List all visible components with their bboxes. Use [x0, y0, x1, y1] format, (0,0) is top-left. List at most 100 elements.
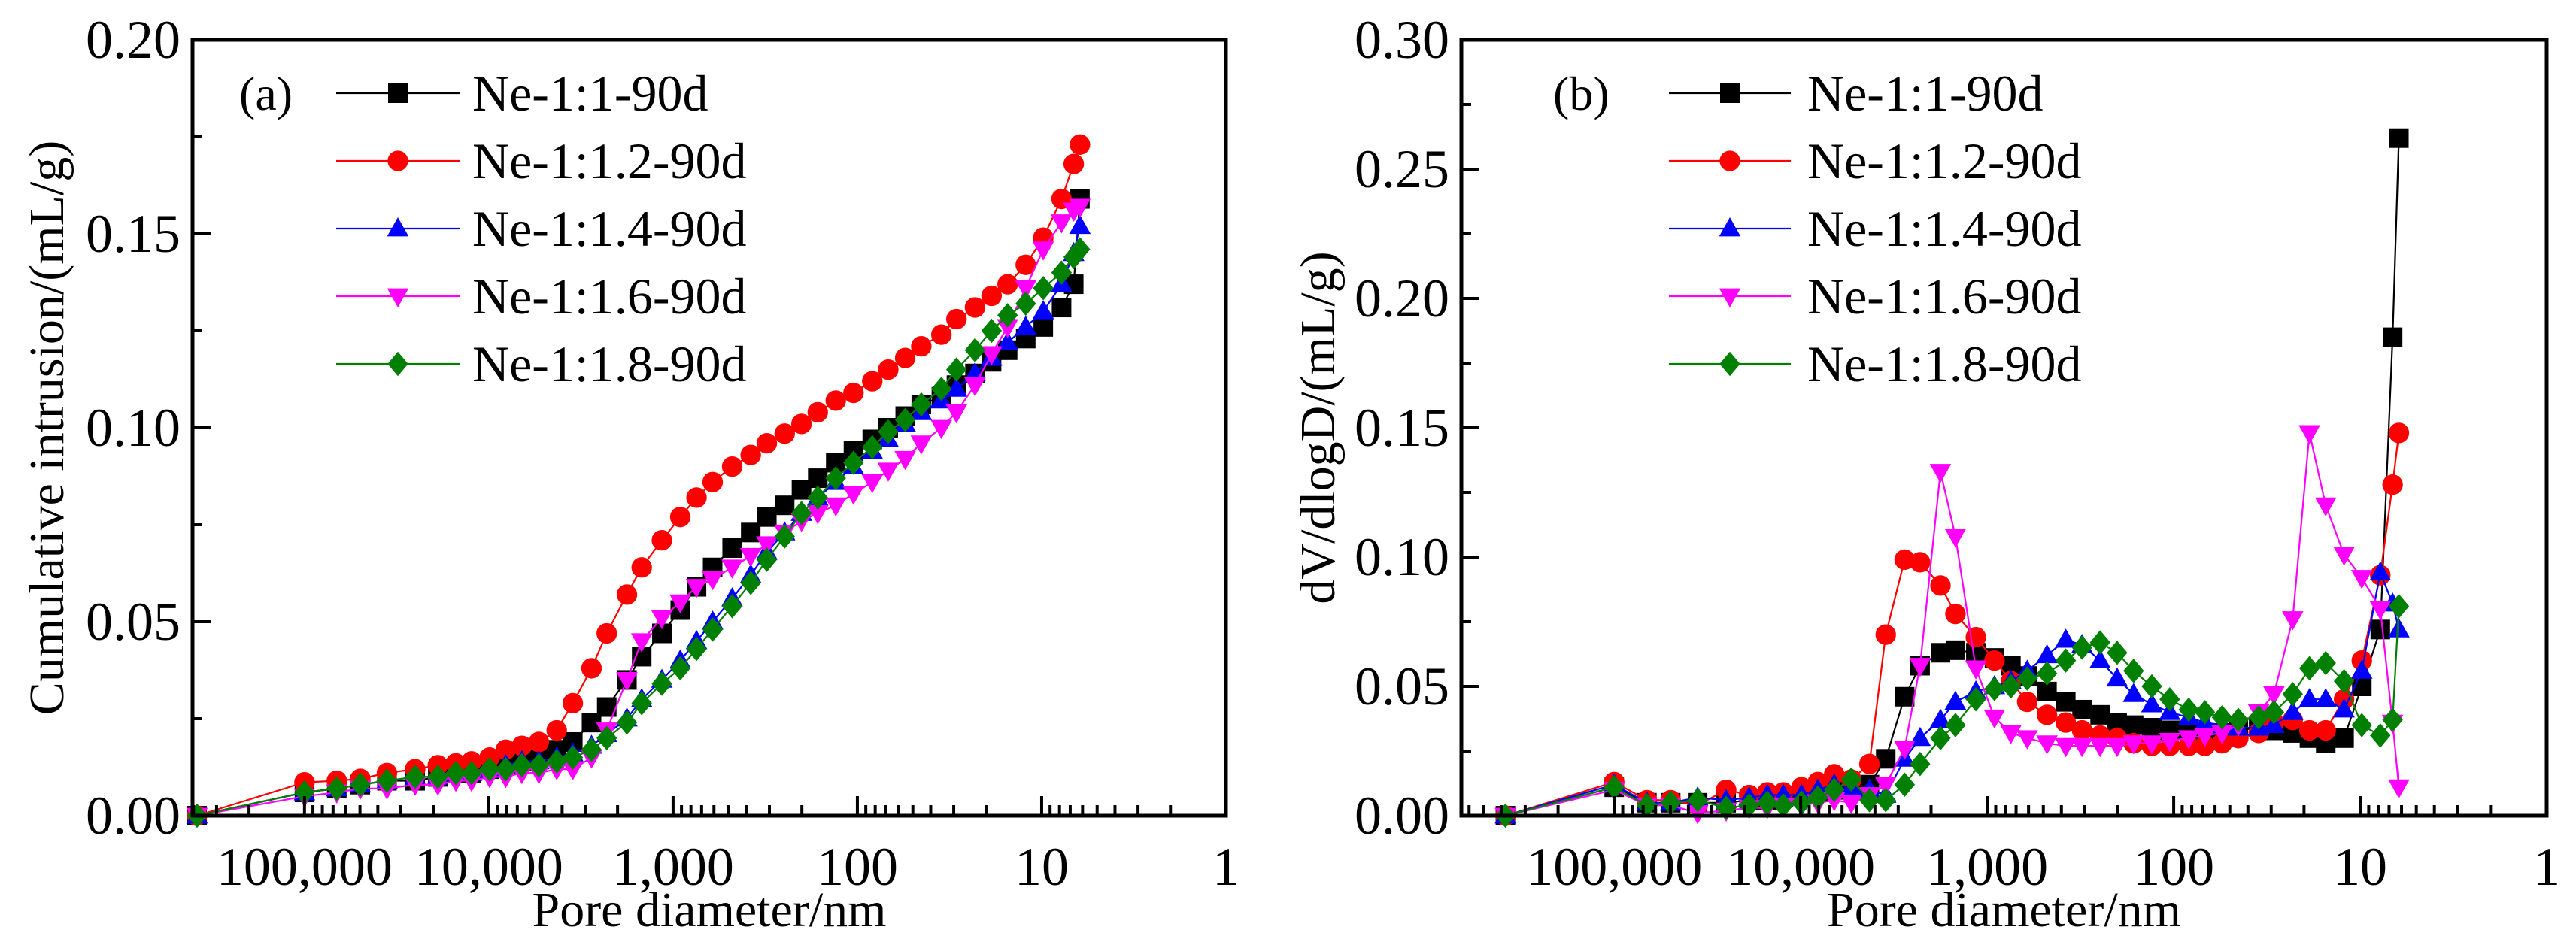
data-point — [1930, 575, 1951, 596]
data-point — [631, 691, 652, 716]
data-point — [2142, 718, 2162, 738]
data-point — [2314, 688, 2337, 707]
data-point — [1051, 214, 1073, 234]
data-point — [2388, 594, 2410, 619]
data-point — [562, 761, 584, 781]
data-point — [807, 485, 828, 510]
data-point — [930, 419, 952, 439]
legend-marker — [387, 351, 408, 377]
data-point — [2122, 683, 2145, 702]
y-tick-label: 0.10 — [86, 398, 181, 458]
data-point — [997, 319, 1019, 338]
y-axis-title: Cumulative intrusion/(mL/g) — [20, 141, 74, 715]
data-point — [495, 739, 517, 760]
data-point — [1757, 790, 1778, 816]
legend-label: Ne-1:1.4-90d — [472, 200, 746, 257]
data-point — [2141, 693, 2163, 713]
legend-label: Ne-1:1.2-90d — [472, 132, 746, 189]
data-point — [2089, 649, 2111, 668]
data-point — [911, 392, 932, 417]
data-point — [1929, 708, 1952, 728]
legend-item: Ne-1:1-90d — [336, 65, 708, 122]
data-point — [2282, 701, 2304, 720]
data-point — [2370, 619, 2390, 640]
data-point — [931, 324, 952, 345]
y-tick-label: 0.20 — [86, 10, 181, 70]
data-point — [878, 359, 899, 380]
data-point — [546, 719, 567, 741]
data-point — [2001, 674, 2022, 699]
y-tick-label: 0.25 — [1355, 139, 1449, 199]
data-point — [1687, 788, 1708, 813]
data-point — [1874, 777, 1897, 796]
data-point — [756, 432, 778, 454]
data-point — [756, 547, 778, 572]
data-point — [669, 656, 691, 681]
data-point — [1070, 134, 1091, 155]
legend-marker — [388, 83, 408, 103]
data-point — [1637, 792, 1658, 818]
data-point — [1965, 660, 1987, 680]
data-point — [981, 285, 1003, 307]
data-point — [1894, 741, 1916, 760]
legend-label: Ne-1:1-90d — [1807, 65, 2043, 122]
data-point — [964, 297, 985, 318]
data-point — [1945, 640, 1965, 660]
x-tick-label: 10,000 — [1726, 837, 1875, 897]
data-point — [862, 371, 883, 392]
x-tick-label: 1 — [1212, 837, 1239, 897]
data-point — [1909, 658, 1931, 677]
data-point — [2282, 611, 2304, 631]
y-tick-label: 0.20 — [1355, 268, 1449, 329]
data-point — [2194, 727, 2216, 747]
legend-item: Ne-1:1.2-90d — [1669, 132, 2081, 189]
data-point — [945, 404, 967, 424]
data-point — [461, 760, 482, 786]
data-point — [1840, 767, 1862, 792]
data-point — [981, 346, 1003, 365]
x-tick-label: 1,000 — [1926, 837, 2048, 897]
data-point — [1604, 774, 1625, 800]
data-point — [2369, 561, 2392, 581]
legend-marker — [1719, 288, 1741, 307]
data-point — [1660, 790, 1681, 816]
legend-item: Ne-1:1.6-90d — [336, 268, 746, 325]
x-tick-label: 100,000 — [1526, 837, 1702, 897]
data-point — [2350, 570, 2373, 589]
data-point — [445, 760, 466, 786]
data-point — [2107, 641, 2128, 665]
data-point — [2055, 648, 2077, 673]
legend-marker — [1719, 150, 1740, 171]
legend: Ne-1:1-90d Ne-1:1.2-90d Ne-1:1.4-90d Ne-1:1… — [1669, 65, 2081, 392]
legend-marker — [1719, 351, 1740, 377]
data-point — [651, 529, 672, 551]
legend-item: Ne-1:1.2-90d — [336, 132, 746, 189]
data-point — [1894, 549, 1916, 571]
data-point — [1875, 788, 1896, 813]
data-point — [479, 756, 500, 782]
x-axis-title: Pore diameter/nm — [1827, 883, 2181, 937]
y-tick-label: 0.15 — [86, 204, 181, 264]
data-point — [1051, 260, 1073, 285]
data-point — [2211, 705, 2233, 730]
data-point — [2315, 719, 2336, 741]
data-point — [1910, 751, 1931, 777]
data-point — [721, 594, 743, 619]
data-point — [2382, 707, 2403, 732]
data-point — [842, 486, 865, 505]
data-point — [2248, 705, 2269, 730]
data-point — [2036, 644, 2058, 664]
data-point — [790, 413, 812, 435]
data-point — [877, 462, 900, 482]
data-point — [740, 571, 761, 595]
data-point — [843, 382, 864, 404]
data-point — [1944, 529, 1967, 548]
data-point — [964, 338, 985, 363]
series-ne-1-1.8-90d — [187, 237, 1091, 828]
data-point — [2351, 713, 2372, 737]
chart-a: 100,000 10,000 1,000 100 10 1 0.00 0.05 0.10 0.15… — [20, 10, 1239, 937]
x-tick-label: 100 — [2133, 837, 2214, 897]
x-tick-label: 1 — [2533, 837, 2560, 897]
data-point — [2141, 674, 2162, 699]
data-point — [2036, 735, 2058, 755]
